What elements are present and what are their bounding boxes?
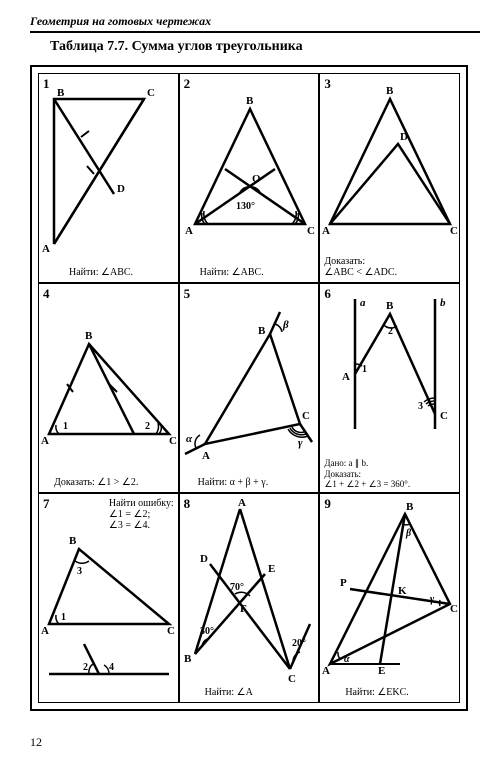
- svg-text:γ: γ: [430, 594, 435, 605]
- table-title: Таблица 7.7. Сумма углов треугольника: [50, 39, 480, 55]
- svg-text:F: F: [240, 603, 247, 615]
- figure-8: A D E F B C 70° 30° 20°: [180, 494, 320, 703]
- cell-9: 9 B A C P K E β α γ Найти: ∠EKC.: [319, 493, 460, 703]
- svg-text:C: C: [167, 625, 175, 637]
- cell-6: 6 a b A B C 1 2 3 Дано: a ∥ b.Доказ: [319, 283, 460, 493]
- svg-text:A: A: [42, 243, 50, 255]
- svg-text:C: C: [169, 435, 177, 447]
- task-text: Найти: α + β + γ.: [198, 477, 315, 488]
- svg-text:b: b: [440, 297, 446, 309]
- svg-text:B: B: [386, 85, 394, 97]
- svg-text:B: B: [184, 653, 192, 665]
- svg-text:C: C: [450, 225, 458, 237]
- svg-text:E: E: [268, 563, 275, 575]
- task-text: Найти: ∠EKC.: [345, 687, 455, 698]
- svg-text:C: C: [450, 603, 458, 615]
- svg-text:γ: γ: [298, 437, 303, 449]
- cell-7: 7 Найти ошибку: ∠1 = ∠2; ∠3 = ∠4. B A C …: [38, 493, 179, 703]
- cell-5: 5 B A C β α γ Найти: α + β + γ.: [179, 283, 320, 493]
- svg-text:A: A: [202, 450, 210, 462]
- page: Геометрия на готовых чертежах Таблица 7.…: [0, 0, 500, 758]
- svg-text:4: 4: [109, 662, 114, 673]
- page-header: Геометрия на готовых чертежах: [30, 14, 480, 33]
- svg-text:E: E: [378, 665, 385, 677]
- svg-text:α: α: [344, 654, 350, 665]
- svg-text:70°: 70°: [230, 582, 244, 593]
- svg-text:30°: 30°: [200, 626, 214, 637]
- svg-text:B: B: [386, 300, 394, 312]
- svg-text:α: α: [186, 433, 193, 445]
- svg-text:2: 2: [388, 326, 393, 337]
- svg-text:A: A: [185, 225, 193, 237]
- svg-text:A: A: [342, 371, 350, 383]
- figure-4: B A C 1 2: [39, 284, 179, 493]
- svg-text:A: A: [41, 435, 49, 447]
- svg-text:B: B: [258, 325, 266, 337]
- svg-text:B: B: [69, 535, 77, 547]
- svg-text:D: D: [117, 183, 125, 195]
- svg-text:C: C: [440, 410, 448, 422]
- svg-text:A: A: [238, 497, 246, 509]
- task-text: Найти: ∠A: [205, 687, 315, 698]
- svg-text:2: 2: [83, 662, 88, 673]
- cell-3: 3 B A C D Доказать: ∠ABC < ∠ADC.: [319, 73, 460, 283]
- svg-text:D: D: [200, 553, 208, 565]
- figure-7: B A C 3 1 2 4: [39, 494, 179, 703]
- svg-text:D: D: [400, 131, 408, 143]
- svg-text:β: β: [405, 528, 412, 539]
- svg-text:O: O: [252, 173, 261, 185]
- cell-8: 8 A D E F B C 70° 30° 20° Найти: ∠A: [179, 493, 320, 703]
- svg-text:1: 1: [362, 364, 367, 375]
- svg-text:C: C: [288, 673, 296, 685]
- svg-text:B: B: [85, 330, 93, 342]
- task-text: Доказать: ∠ABC < ∠ADC.: [324, 256, 455, 278]
- task-text: Доказать: ∠1 > ∠2.: [54, 477, 174, 488]
- svg-text:B: B: [57, 87, 65, 99]
- svg-text:A: A: [322, 225, 330, 237]
- svg-text:3: 3: [77, 566, 82, 577]
- svg-text:C: C: [307, 225, 315, 237]
- cell-4: 4 B A C 1 2 Доказать: ∠1 > ∠2.: [38, 283, 179, 493]
- svg-text:1: 1: [61, 612, 66, 623]
- problem-grid: 1 A B C D Найти: ∠ABC. 2: [38, 73, 460, 703]
- svg-text:20°: 20°: [292, 638, 306, 649]
- task-text: Дано: a ∥ b.Доказать: ∠1 + ∠2 + ∠3 = 360…: [324, 448, 455, 490]
- outer-frame: 1 A B C D Найти: ∠ABC. 2: [30, 65, 468, 711]
- svg-text:1: 1: [63, 421, 68, 432]
- svg-text:A: A: [322, 665, 330, 677]
- svg-text:a: a: [360, 297, 366, 309]
- svg-text:C: C: [147, 87, 155, 99]
- cell-1: 1 A B C D Найти: ∠ABC.: [38, 73, 179, 283]
- figure-5: B A C β α γ: [180, 284, 320, 493]
- svg-text:K: K: [398, 585, 407, 597]
- svg-text:2: 2: [145, 421, 150, 432]
- task-text: Найти: ∠ABC.: [200, 267, 315, 278]
- svg-text:β: β: [282, 319, 289, 331]
- svg-text:3: 3: [418, 401, 423, 412]
- svg-text:B: B: [246, 95, 254, 107]
- figure-9: B A C P K E β α γ: [320, 494, 460, 703]
- svg-text:C: C: [302, 410, 310, 422]
- svg-text:130°: 130°: [236, 201, 255, 212]
- svg-text:P: P: [340, 577, 347, 589]
- page-number: 12: [30, 735, 42, 750]
- svg-text:A: A: [41, 625, 49, 637]
- figure-1: A B C D: [39, 74, 179, 283]
- svg-text:B: B: [406, 501, 414, 513]
- cell-2: 2 B A C O 130° Найти: ∠ABC.: [179, 73, 320, 283]
- figure-2: B A C O 130°: [180, 74, 320, 283]
- task-text: Найти: ∠ABC.: [69, 267, 174, 278]
- figure-3: B A C D: [320, 74, 460, 283]
